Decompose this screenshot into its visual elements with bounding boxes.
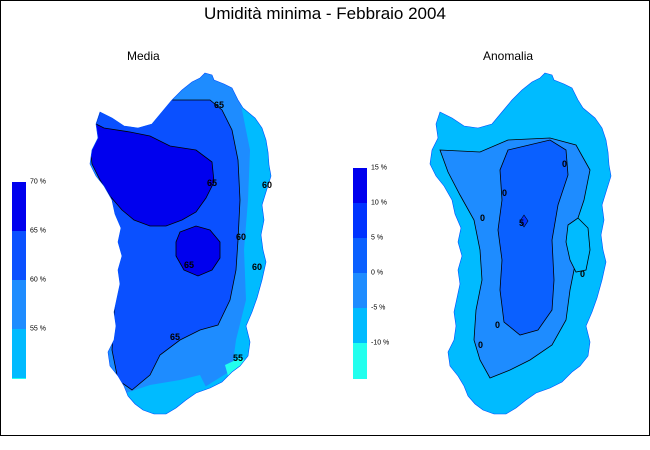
contour-label: 65 [214,100,224,110]
legend-swatch [353,343,367,379]
contour-label: 0 [562,159,567,169]
legend-label: 70 % [30,178,46,186]
legend-label: 65 % [30,227,46,235]
contour-label: 0 [495,320,500,330]
legend-swatch [12,280,26,329]
figure-title: Umidità minima - Febbraio 2004 [204,4,446,23]
contour-label: 65 [207,178,217,188]
legend-swatch [353,238,367,273]
legend-anomalia: 15 % 10 % 5 % 0 % -5 % -10 % [353,165,389,379]
legend-swatch [353,273,367,308]
legend-label: 5 % [371,234,384,242]
legend-label: 55 % [30,325,46,333]
legend-label: -5 % [371,304,386,312]
map-media: 65 65 65 65 60 60 60 55 [89,72,272,415]
contour-label: 60 [262,180,272,190]
zone-below-0-east [565,217,591,273]
zone-5-10 [497,139,569,336]
map-subtitle-anomalia: Anomalia [483,49,534,63]
legend-media: 70 % 65 % 60 % 55 % [12,179,46,379]
legend-swatch [12,329,26,378]
contour-label: 0 [480,213,485,223]
contour-label: 5 [519,218,524,228]
legend-label: 60 % [30,276,46,284]
legend-swatch [12,231,26,280]
contour-label: 60 [252,262,262,272]
contour-label: 0 [478,340,483,350]
contour-label: 0 [580,269,585,279]
map-anomalia: 0 0 0 5 0 0 0 [429,72,612,415]
zone-10-15 [519,214,529,228]
zone-above-70-center [175,225,221,277]
map-subtitle-media: Media [127,49,160,63]
legend-swatch [353,308,367,343]
legend-swatch [353,168,367,203]
contour-label: 65 [184,260,194,270]
contour-label: 55 [233,353,243,363]
legend-label: -10 % [371,339,390,347]
contour-label: 0 [502,188,507,198]
legend-swatch [12,182,26,231]
contour-label: 60 [236,232,246,242]
contour-label: 65 [170,332,180,342]
legend-label: 10 % [371,199,387,207]
legend-label: 0 % [371,269,384,277]
zone-55-60-south [120,375,210,414]
legend-swatch [12,378,26,379]
legend-swatch [353,203,367,238]
legend-label: 15 % [371,164,387,172]
